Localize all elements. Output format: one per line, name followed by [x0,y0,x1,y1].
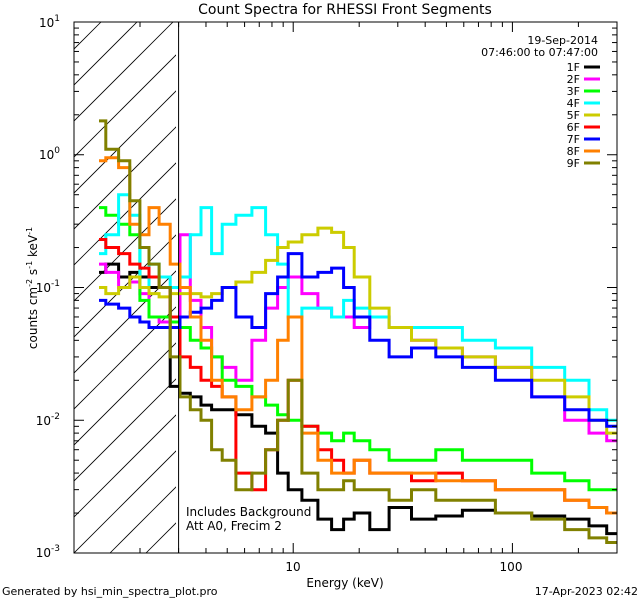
date-label: 19-Sep-2014 [527,34,598,47]
series-line-5F [99,226,617,435]
hatch-line [74,54,176,158]
series-line-3F [99,206,617,492]
series-line-2F [99,233,617,443]
series-group [99,119,617,544]
hatch-line [74,450,176,553]
legend-label-8F: 8F [567,145,580,158]
legend-label-9F: 9F [567,157,580,170]
y-tick-label: 101 [39,14,60,30]
hatch-line [74,22,174,122]
y-tick-label: 10-3 [36,544,60,560]
timestamp-label: 17-Apr-2023 02:42 [535,585,638,598]
chart-title: Count Spectra for RHESSI Front Segments [198,2,492,18]
axis-ticks [73,22,618,554]
note-attenuator: Att A0, Frecim 2 [186,519,282,533]
y-axis-label: counts cm-2 s-1 keV-1 [25,227,40,349]
legend-label-7F: 7F [567,133,580,146]
series-line-7F [99,252,617,428]
time-range-label: 07:46:00 to 07:47:00 [481,46,598,59]
hatch-line [74,414,176,518]
y-tick-labels: 10-3 10-2 10-1 100 101 [36,14,61,560]
y-tick-label: 10-1 [36,279,60,295]
y-tick-label: 100 [39,146,60,162]
legend-label-1F: 1F [567,61,580,74]
x-tick-label: 100 [500,560,523,574]
hatch-line [614,22,640,553]
note-background: Includes Background [186,505,311,519]
generated-by-label: Generated by hsi_min_spectra_plot.pro [2,585,218,598]
y-tick-label: 10-2 [36,412,60,428]
x-tick-label: 10 [285,560,300,574]
series-line-1F [99,262,617,536]
legend-label-4F: 4F [567,97,580,110]
series-line-9F [99,119,617,544]
legend-label-3F: 3F [567,85,580,98]
hatch-line [74,90,176,194]
hatch-line [74,270,176,374]
hatch-line [74,378,176,482]
series-line-8F [99,156,617,515]
legend-label-5F: 5F [567,109,580,122]
legend-label-2F: 2F [567,73,580,86]
x-axis-label: Energy (keV) [306,576,383,590]
legend-label-6F: 6F [567,121,580,134]
hatch-line [74,198,176,302]
hatch-line [74,22,138,86]
